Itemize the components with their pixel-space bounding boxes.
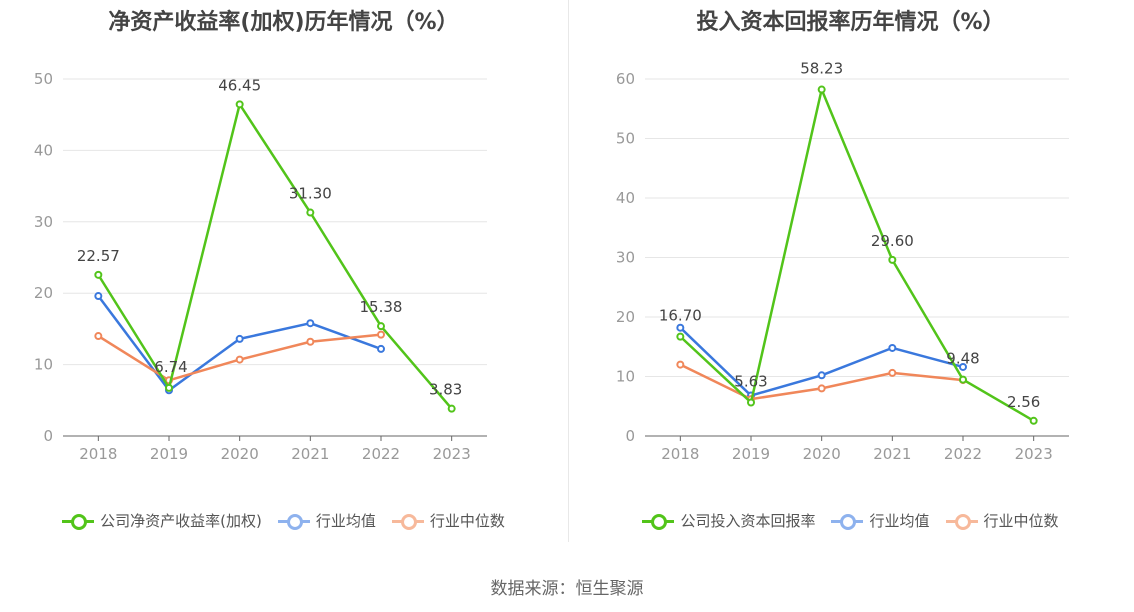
- legend-line-circle-icon: [391, 513, 424, 530]
- roic-y-tick-label: 0: [625, 427, 635, 445]
- roic-company-point[interactable]: [888, 255, 897, 264]
- roic-data-label: 2.56: [1007, 393, 1040, 411]
- roe-industry-median-point[interactable]: [377, 330, 385, 339]
- roe-legend-company[interactable]: 公司净资产收益率(加权): [62, 510, 262, 531]
- roe-industry-mean-point[interactable]: [235, 334, 244, 343]
- roe-legend-label: 公司净资产收益率(加权): [100, 512, 262, 530]
- roic-legend-company[interactable]: 公司投入资本回报率: [642, 510, 815, 531]
- roic-legend-industry-median[interactable]: 行业中位数: [945, 510, 1059, 531]
- roe-industry-median-point[interactable]: [306, 337, 315, 346]
- roe-data-label: 15.38: [360, 298, 403, 316]
- roic-company-point[interactable]: [676, 332, 685, 341]
- roe-legend-industry-mean[interactable]: 行业均值: [277, 510, 376, 531]
- roe-data-label: 46.45: [218, 76, 261, 94]
- roe-y-tick-label: 50: [34, 70, 53, 88]
- roic-x-tick-label: 2021: [873, 445, 911, 463]
- legend-line-circle-icon: [642, 513, 675, 530]
- roe-company-point[interactable]: [447, 404, 456, 413]
- roic-legend-label: 行业中位数: [983, 512, 1059, 530]
- roe-y-tick-label: 30: [34, 213, 53, 231]
- roe-x-tick-label: 2018: [79, 445, 117, 463]
- roe-y-tick-label: 20: [34, 284, 53, 302]
- roe-x-tick-label: 2021: [291, 445, 329, 463]
- roe-legend-label: 行业中位数: [429, 512, 505, 530]
- roe-y-tick-label: 10: [34, 356, 53, 374]
- roic-company-point[interactable]: [747, 398, 755, 407]
- roe-data-label: 3.83: [429, 381, 462, 399]
- roic-chart-plot: 0 10 20 30 40 50 60 2018 2019 2020 2021 2022 2023 16.…: [616, 60, 1069, 463]
- roic-y-tick-label: 50: [616, 130, 635, 148]
- roe-company-point[interactable]: [94, 270, 103, 279]
- roe-legend-industry-median[interactable]: 行业中位数: [391, 510, 505, 531]
- roic-data-label: 58.23: [800, 60, 843, 78]
- roe-company-point[interactable]: [235, 100, 244, 109]
- roe-chart-title: 净资产收益率(加权)历年情况（%）: [108, 10, 459, 35]
- roic-chart-legend: 公司投入资本回报率 行业均值 行业中位数: [567, 510, 1134, 531]
- roic-data-label: 9.48: [946, 350, 979, 368]
- roic-legend-label: 公司投入资本回报率: [680, 512, 816, 530]
- roe-x-tick-label: 2020: [221, 445, 259, 463]
- roic-x-tick-label: 2020: [803, 445, 841, 463]
- roe-data-label: 22.57: [77, 247, 120, 265]
- roe-industry-mean-point[interactable]: [306, 319, 315, 328]
- roe-industry-mean-point[interactable]: [94, 292, 103, 301]
- roe-y-tick-label: 0: [43, 427, 53, 445]
- roic-company-point[interactable]: [959, 375, 967, 384]
- roe-x-tick-label: 2019: [150, 445, 188, 463]
- roe-legend-label: 行业均值: [315, 512, 376, 530]
- roe-company-line: [97, 103, 453, 410]
- legend-line-circle-icon: [277, 513, 310, 530]
- panel-divider: [568, 0, 569, 542]
- roe-company-point[interactable]: [165, 383, 173, 392]
- roe-chart-legend: 公司净资产收益率(加权) 行业均值 行业中位数: [0, 510, 567, 531]
- legend-line-circle-icon: [831, 513, 864, 530]
- roe-industry-median-point[interactable]: [235, 355, 244, 364]
- roic-industry-mean-point[interactable]: [888, 343, 897, 352]
- roic-legend-label: 行业均值: [869, 512, 930, 530]
- roic-y-tick-label: 30: [616, 249, 635, 267]
- data-source-note: 数据来源：恒生聚源: [490, 579, 644, 599]
- roic-legend-industry-mean[interactable]: 行业均值: [831, 510, 930, 531]
- roe-x-tick-label: 2022: [362, 445, 400, 463]
- roic-y-tick-label: 20: [616, 308, 635, 326]
- roic-x-tick-label: 2022: [944, 445, 982, 463]
- roic-industry-mean-point[interactable]: [817, 371, 826, 380]
- roic-x-tick-label: 2023: [1015, 445, 1053, 463]
- roe-chart-panel: 净资产收益率(加权)历年情况（%） 0 10 20 30 40 50 2018 2019 202…: [0, 0, 567, 560]
- roic-company-point[interactable]: [1029, 416, 1038, 425]
- legend-line-circle-icon: [945, 513, 978, 530]
- roe-data-label: 31.30: [289, 185, 332, 203]
- roic-industry-median-point[interactable]: [817, 384, 826, 393]
- roic-company-line: [679, 88, 1035, 422]
- roic-y-tick-label: 60: [616, 70, 635, 88]
- roic-industry-median-point[interactable]: [888, 368, 897, 377]
- legend-line-circle-icon: [62, 513, 95, 530]
- roic-x-tick-label: 2019: [732, 445, 770, 463]
- roe-industry-median-point[interactable]: [94, 332, 103, 341]
- roic-industry-mean-point[interactable]: [676, 323, 685, 332]
- roe-industry-mean-point[interactable]: [377, 344, 385, 353]
- roic-company-point[interactable]: [817, 85, 826, 94]
- roic-x-tick-label: 2018: [661, 445, 699, 463]
- roic-industry-median-point[interactable]: [676, 360, 685, 369]
- roic-y-tick-label: 40: [616, 189, 635, 207]
- roic-data-label: 16.70: [659, 307, 702, 325]
- roic-industry-mean-point[interactable]: [959, 362, 967, 371]
- roic-chart-panel: 投入资本回报率历年情况（%） 0 10 20 30 40 50 60 2018 2019 2020…: [567, 0, 1134, 560]
- roe-y-tick-label: 40: [34, 141, 53, 159]
- roe-company-point[interactable]: [306, 208, 315, 217]
- roe-chart-plot: 0 10 20 30 40 50 2018 2019 2020 2021 2022 2023 22.57…: [34, 70, 487, 463]
- roic-y-tick-label: 10: [616, 368, 635, 386]
- roic-chart-title: 投入资本回报率历年情况（%）: [696, 10, 1005, 35]
- roic-data-label: 5.63: [734, 373, 767, 391]
- roe-x-tick-label: 2023: [433, 445, 471, 463]
- roic-data-label: 29.60: [871, 232, 914, 250]
- roe-data-label: 6.74: [154, 358, 187, 376]
- roe-company-point[interactable]: [377, 322, 385, 331]
